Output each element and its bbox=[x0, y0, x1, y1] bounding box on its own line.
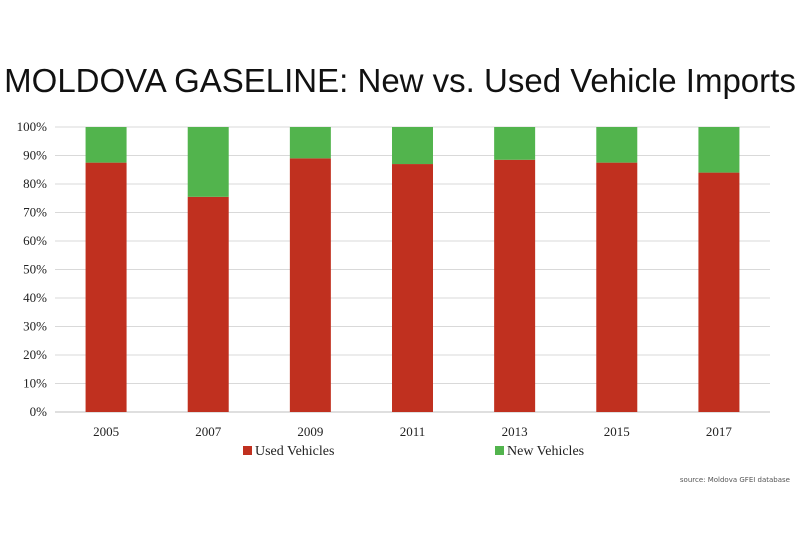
bar-new-vehicles-2013 bbox=[494, 127, 536, 160]
bar-new-vehicles-2017 bbox=[698, 127, 740, 173]
bar-used-vehicles-2013 bbox=[494, 159, 536, 412]
y-axis-labels: 0% 10% 20% 30% 40% 50% 60% 70% 80% 90% 100% bbox=[17, 119, 48, 419]
bar-used-vehicles-2017 bbox=[698, 172, 740, 412]
bar-new-vehicles-2007 bbox=[187, 127, 229, 197]
legend-swatch bbox=[495, 446, 504, 455]
legend-label: New Vehicles bbox=[507, 444, 584, 459]
bar-used-vehicles-2005 bbox=[85, 162, 127, 412]
y-tick-label: 100% bbox=[17, 119, 48, 134]
bar-used-vehicles-2011 bbox=[392, 164, 433, 412]
chart-title: MOLDOVA GASELINE: New vs. Used Vehicle I… bbox=[4, 62, 796, 99]
legend-swatch bbox=[243, 446, 252, 455]
y-tick-label: 90% bbox=[23, 148, 47, 163]
bar-new-vehicles-2015 bbox=[596, 127, 638, 163]
x-tick-label: 2011 bbox=[400, 424, 426, 439]
legend-label: Used Vehicles bbox=[255, 444, 334, 459]
y-tick-label: 60% bbox=[23, 233, 47, 248]
bar-used-vehicles-2009 bbox=[289, 158, 331, 412]
x-tick-label: 2013 bbox=[502, 424, 528, 439]
bar-used-vehicles-2015 bbox=[596, 162, 638, 412]
y-tick-label: 20% bbox=[23, 347, 47, 362]
y-tick-label: 80% bbox=[23, 176, 47, 191]
y-tick-label: 10% bbox=[23, 376, 47, 391]
bars bbox=[85, 127, 740, 412]
x-tick-label: 2015 bbox=[604, 424, 630, 439]
x-tick-label: 2017 bbox=[706, 424, 733, 439]
x-tick-label: 2005 bbox=[93, 424, 119, 439]
legend: Used Vehicles New Vehicles bbox=[243, 444, 584, 459]
bar-new-vehicles-2005 bbox=[85, 127, 127, 163]
bar-new-vehicles-2009 bbox=[289, 127, 331, 159]
bar-new-vehicles-2011 bbox=[392, 127, 433, 165]
y-tick-label: 30% bbox=[23, 319, 47, 334]
bar-used-vehicles-2007 bbox=[187, 196, 229, 412]
y-tick-label: 50% bbox=[23, 262, 47, 277]
x-axis-labels: 2005 2007 2009 2011 2013 2015 2017 bbox=[93, 424, 732, 439]
y-tick-label: 70% bbox=[23, 205, 47, 220]
x-tick-label: 2009 bbox=[297, 424, 323, 439]
y-tick-label: 0% bbox=[30, 404, 48, 419]
y-tick-label: 40% bbox=[23, 290, 47, 305]
x-tick-label: 2007 bbox=[195, 424, 222, 439]
source-note: source: Moldova GFEI database bbox=[679, 476, 790, 484]
